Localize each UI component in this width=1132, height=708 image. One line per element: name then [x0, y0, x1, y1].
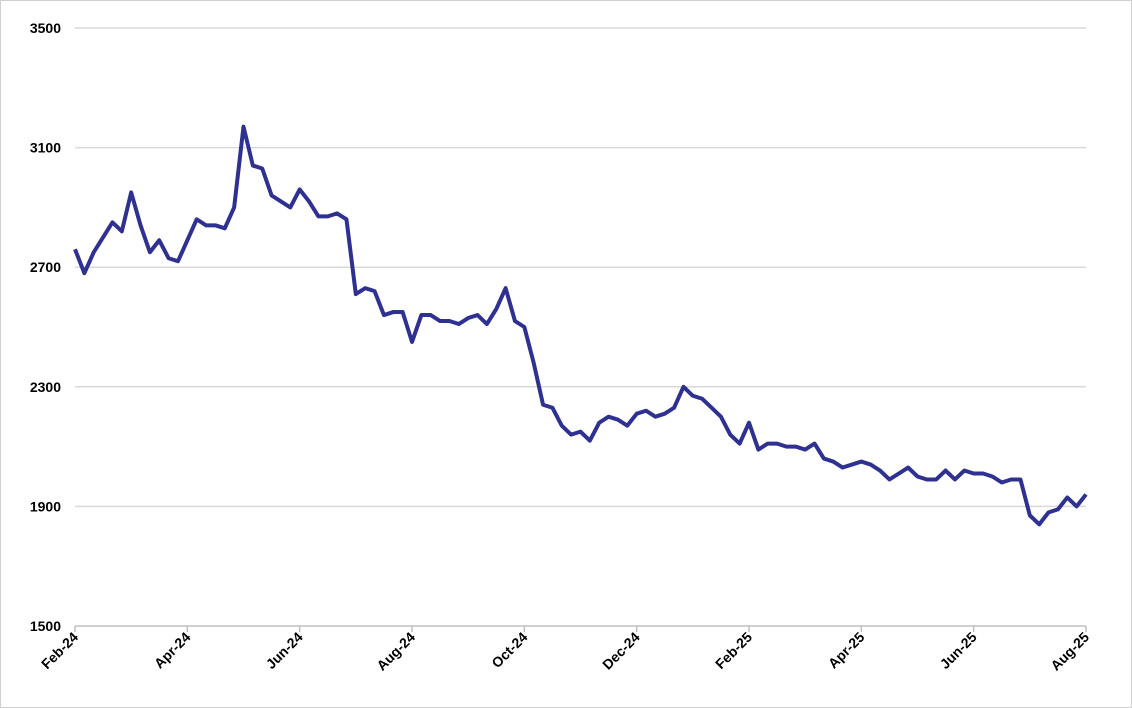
y-tick-label: 1500	[30, 618, 61, 634]
y-tick-label: 3100	[30, 140, 61, 156]
y-tick-label: 2700	[30, 259, 61, 275]
y-tick-label: 2300	[30, 379, 61, 395]
data-line	[73, 124, 1088, 527]
y-tick-label: 1900	[30, 498, 61, 514]
y-tick-label: 3500	[30, 20, 61, 36]
